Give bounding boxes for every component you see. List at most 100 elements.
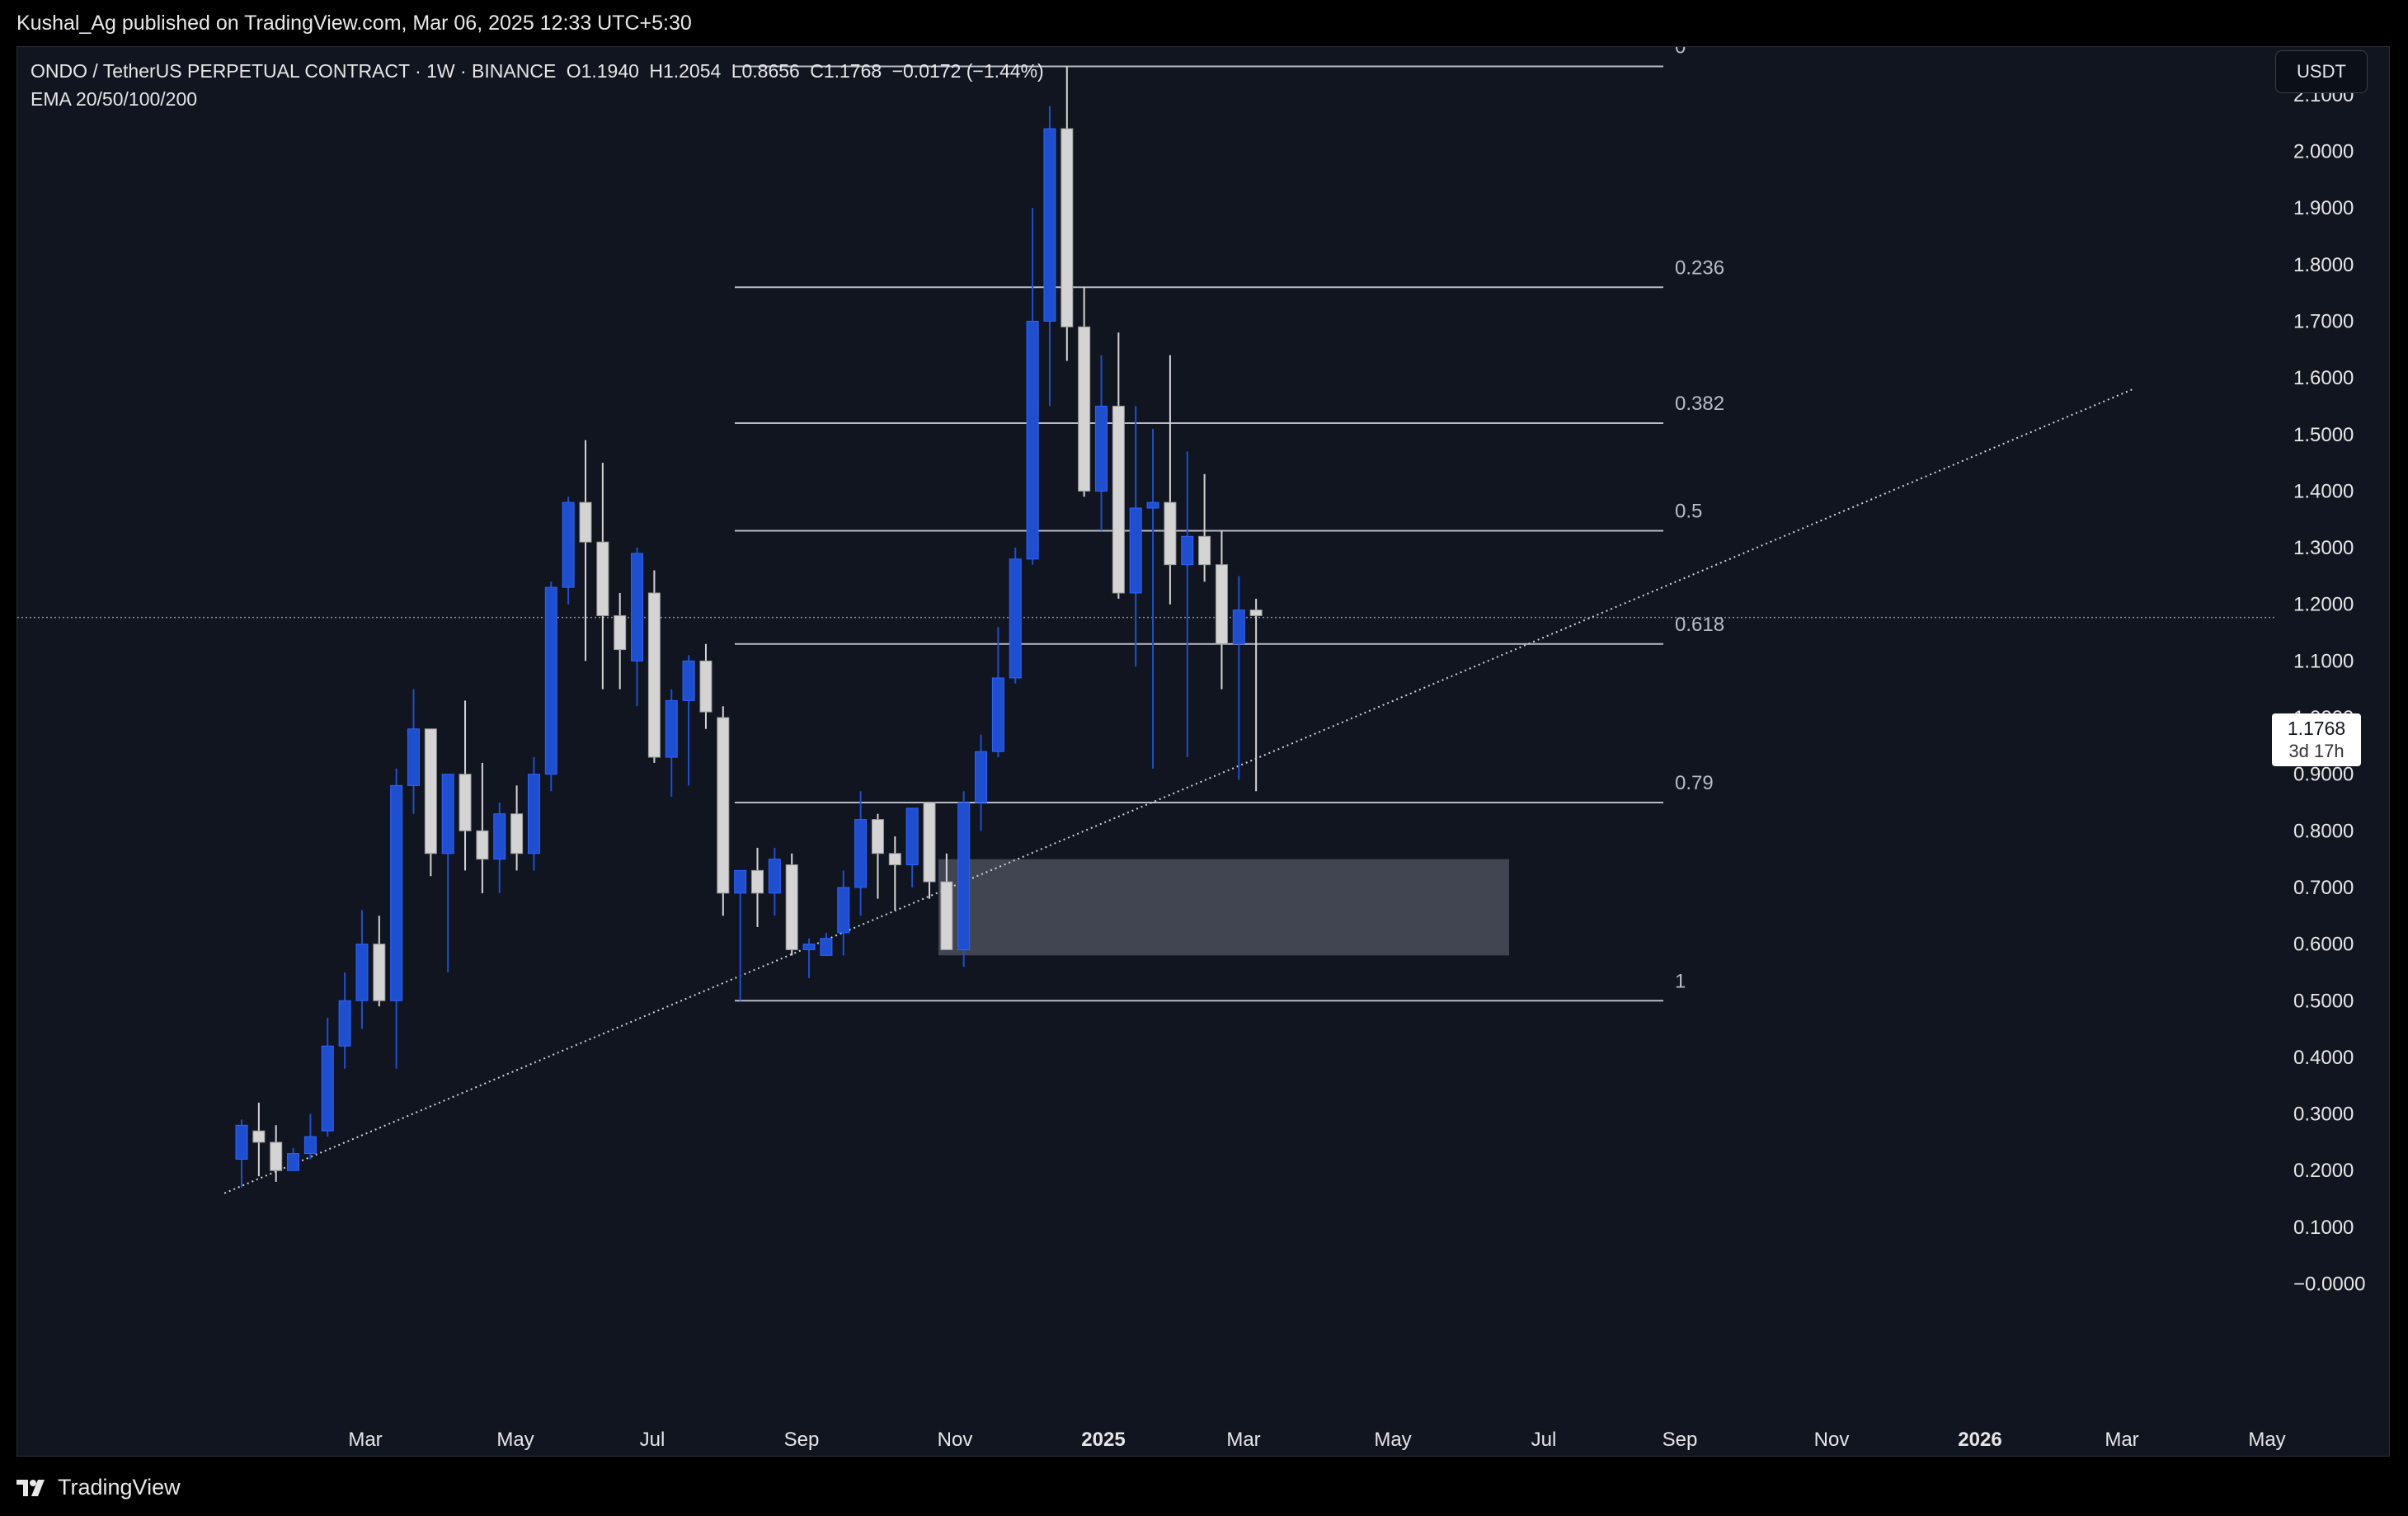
- candle-body: [407, 728, 420, 786]
- candle-body: [647, 592, 661, 758]
- ohlc-line: ONDO / TetherUS PERPETUAL CONTRACT · 1W …: [31, 57, 1049, 85]
- candle-body: [768, 859, 781, 894]
- close-value: C1.1768: [810, 60, 882, 82]
- chart-legend: ONDO / TetherUS PERPETUAL CONTRACT · 1W …: [31, 57, 1049, 113]
- y-axis-tick-label: 0.8000: [2293, 820, 2354, 842]
- x-axis-tick-label: Nov: [1814, 1429, 1850, 1451]
- y-axis-tick-label: 0.6000: [2293, 934, 2354, 956]
- candle-body: [1249, 610, 1263, 616]
- y-axis-tick-label: 1.6000: [2293, 367, 2354, 389]
- x-axis-tick-label: Mar: [1226, 1429, 1260, 1451]
- open-value: O1.1940: [566, 60, 639, 82]
- tradingview-logo[interactable]: TradingView: [16, 1475, 181, 1500]
- candle-body: [957, 802, 971, 950]
- candle-body: [614, 614, 627, 651]
- y-axis-tick-label: 2.2000: [2293, 47, 2354, 49]
- x-axis-tick-label: Jul: [640, 1429, 665, 1451]
- candle-body: [871, 819, 884, 855]
- candle-body: [854, 819, 868, 888]
- candle-body: [1198, 535, 1211, 566]
- y-axis-tick-label: 2.0000: [2293, 141, 2354, 163]
- candle-body: [1129, 507, 1142, 594]
- candle-body: [717, 717, 730, 894]
- x-axis-tick-label: May: [1374, 1429, 1411, 1451]
- y-axis-tick-label: 0.9000: [2293, 764, 2354, 786]
- candle-body: [1043, 128, 1056, 322]
- candle-countdown: 3d 17h: [2288, 741, 2345, 761]
- high-value: H1.2054: [649, 60, 722, 82]
- candle-body: [527, 774, 540, 855]
- candle-body: [1095, 405, 1108, 492]
- candle-body: [751, 869, 764, 894]
- candle-body: [923, 802, 936, 883]
- symbol-title[interactable]: ONDO / TetherUS PERPETUAL CONTRACT · 1W …: [31, 60, 557, 82]
- candle-body: [321, 1045, 334, 1132]
- candle-body: [665, 699, 678, 758]
- candle-body: [1164, 501, 1177, 566]
- y-axis-tick-label: 1.1000: [2293, 650, 2354, 672]
- candle-body: [802, 944, 816, 950]
- current-price-label: 1.1768 3d 17h: [2272, 713, 2361, 766]
- candle-body: [682, 660, 695, 701]
- y-axis-tick-label: 1.8000: [2293, 254, 2354, 276]
- candle-body: [390, 784, 403, 1001]
- x-axis-tick-label: May: [2248, 1429, 2285, 1451]
- fib-level-label: 0.79: [1675, 772, 1714, 794]
- chart-frame[interactable]: 2.20002.10002.00001.90001.80001.70001.60…: [16, 46, 2390, 1457]
- candle-body: [785, 864, 798, 950]
- y-axis-tick-label: 0.3000: [2293, 1104, 2354, 1126]
- candle-body: [270, 1142, 283, 1171]
- fib-level-label: 0: [1675, 47, 1686, 59]
- candle-body: [1026, 320, 1039, 560]
- candle-body: [476, 830, 489, 860]
- candle-body: [579, 501, 592, 543]
- publisher-line: Kushal_Ag published on TradingView.com, …: [16, 12, 692, 35]
- tradingview-logo-icon: [16, 1479, 45, 1496]
- change-value: −0.0172 (−1.44%): [891, 60, 1044, 82]
- top-bar: Kushal_Ag published on TradingView.com, …: [0, 0, 2408, 46]
- y-axis-tick-label: 1.4000: [2293, 480, 2354, 502]
- candle-body: [888, 853, 901, 865]
- candle-body: [1061, 128, 1074, 327]
- x-axis-tick-label: Mar: [348, 1429, 382, 1451]
- bottom-bar: [0, 1457, 2408, 1516]
- x-axis-tick-label: Sep: [784, 1429, 820, 1451]
- current-price: 1.1768: [2287, 718, 2346, 739]
- candle-body: [734, 869, 747, 894]
- x-axis-tick-label: Nov: [938, 1429, 973, 1451]
- x-axis-tick-label: Jul: [1531, 1429, 1557, 1451]
- candle-body: [1078, 326, 1091, 492]
- candle-body: [355, 944, 369, 1001]
- y-axis-tick-label: 0.2000: [2293, 1160, 2354, 1182]
- footer-brand: TradingView: [58, 1475, 181, 1500]
- y-axis-tick-label: 1.7000: [2293, 310, 2354, 332]
- fib-level-label: 0.236: [1675, 257, 1724, 279]
- candle-body: [1215, 564, 1228, 645]
- candle-body: [287, 1153, 300, 1171]
- candle-body: [940, 881, 953, 950]
- y-axis-tick-label: −0.0000: [2293, 1274, 2365, 1296]
- candle-body: [373, 944, 386, 1001]
- y-axis-tick-label: 1.2000: [2293, 594, 2354, 616]
- candlestick-chart[interactable]: 2.20002.10002.00001.90001.80001.70001.60…: [17, 47, 2389, 1456]
- x-axis-tick-label: Sep: [1663, 1429, 1698, 1451]
- candle-body: [1146, 501, 1159, 509]
- y-axis-tick-label: 0.4000: [2293, 1047, 2354, 1069]
- demand-zone: [938, 859, 1509, 956]
- x-axis-tick-label: 2026: [1958, 1429, 2001, 1451]
- indicator-label[interactable]: EMA 20/50/100/200: [31, 88, 198, 110]
- x-axis-tick-label: 2025: [1081, 1429, 1125, 1451]
- candle-body: [1112, 405, 1125, 594]
- candle-body: [493, 813, 506, 860]
- y-axis-tick-label: 1.3000: [2293, 537, 2354, 559]
- currency-button[interactable]: USDT: [2275, 50, 2368, 93]
- trend-line: [223, 388, 2133, 1194]
- fib-level-label: 0.618: [1675, 614, 1724, 636]
- y-axis-tick-label: 0.1000: [2293, 1217, 2354, 1239]
- candle-body: [252, 1130, 266, 1143]
- x-axis-tick-label: May: [496, 1429, 534, 1451]
- candle-body: [562, 501, 575, 588]
- candle-body: [544, 586, 557, 775]
- candle-body: [975, 751, 988, 803]
- candle-body: [235, 1124, 248, 1160]
